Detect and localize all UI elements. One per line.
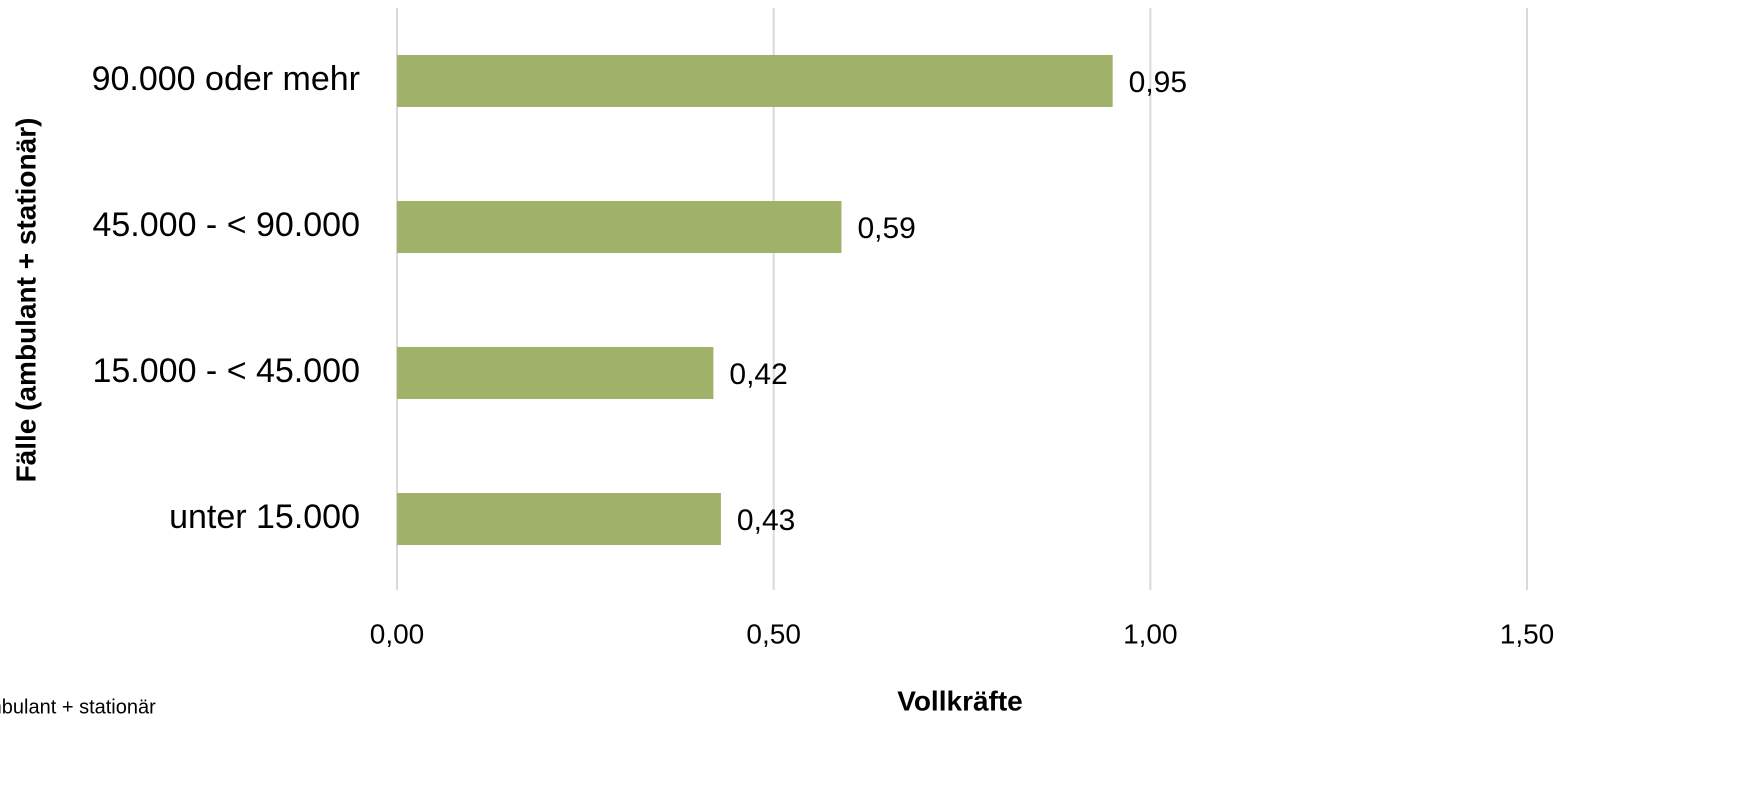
value-label: 0,59: [857, 212, 915, 245]
x-tick-label: 0,00: [370, 618, 425, 649]
value-label: 0,42: [729, 358, 787, 391]
bar: [397, 347, 714, 399]
y-tick-label: 15.000 - < 45.000: [92, 352, 360, 390]
x-tick-label: 1,00: [1123, 618, 1178, 649]
bar: [397, 201, 842, 253]
bar: [397, 493, 721, 545]
x-tick-label: 1,50: [1500, 618, 1555, 649]
bar: [397, 55, 1113, 107]
value-label: 0,43: [737, 504, 795, 537]
y-tick-label: unter 15.000: [169, 498, 360, 536]
x-tick-label: 0,50: [746, 618, 801, 649]
y-tick-label: 90.000 oder mehr: [92, 60, 360, 98]
y-axis-label: Fälle (ambulant + stationär): [10, 118, 41, 483]
value-label: 0,95: [1129, 66, 1187, 99]
legend-label: ambulant + stationär: [0, 696, 156, 718]
x-axis-label: Vollkräfte: [897, 685, 1023, 716]
y-tick-label: 45.000 - < 90.000: [92, 206, 360, 244]
